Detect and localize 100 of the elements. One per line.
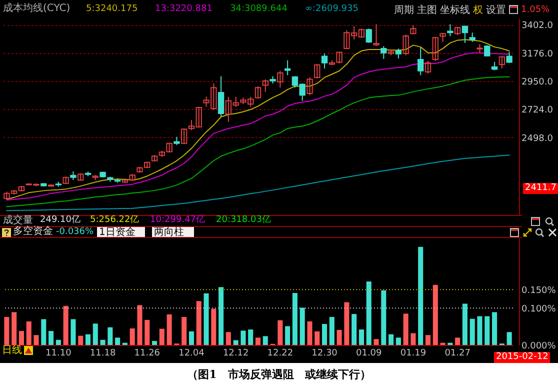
candlestick	[380, 46, 387, 60]
y-tick-label: 0.100%	[522, 304, 556, 315]
bar	[374, 339, 379, 345]
bar	[418, 246, 424, 345]
candlestick	[321, 53, 328, 69]
x-tick-label: 12.22	[267, 348, 294, 358]
bar	[108, 327, 113, 345]
text: 5:3240.175	[86, 4, 138, 14]
bar	[78, 336, 84, 345]
y-tick-label: 2724.0	[522, 106, 554, 116]
bar	[204, 293, 209, 345]
text: 设置	[486, 5, 506, 16]
candlestick	[366, 28, 372, 44]
bar	[240, 330, 246, 345]
candlestick	[432, 36, 438, 62]
bar	[70, 319, 76, 345]
bar	[255, 338, 261, 345]
dropdown-field: 两向柱	[152, 227, 194, 237]
bar	[152, 340, 158, 345]
bar	[196, 301, 202, 345]
bar	[314, 331, 320, 345]
bar	[34, 335, 39, 345]
candlestick	[506, 51, 512, 64]
bar	[41, 319, 46, 345]
x-tick-label: 12.04	[178, 348, 205, 358]
bar	[85, 334, 91, 345]
candlestick	[262, 78, 268, 92]
candlestick	[395, 48, 402, 60]
x-tick-label: 01.27	[444, 348, 470, 358]
candlestick	[314, 64, 320, 79]
bar	[396, 338, 401, 345]
bar	[336, 330, 342, 345]
bar	[100, 340, 106, 345]
candlestick	[254, 86, 262, 100]
bar	[12, 312, 17, 345]
bar	[300, 308, 305, 345]
bar	[329, 316, 334, 345]
text: 1.05%	[521, 5, 550, 16]
text: 249.10亿	[40, 215, 80, 226]
text: 34:3089.644	[230, 4, 288, 14]
bar	[381, 290, 386, 345]
bar	[358, 330, 364, 345]
x-tick-label: 11.26	[134, 348, 160, 358]
bar	[159, 328, 164, 345]
bar	[484, 316, 490, 345]
x-tick-label: 11.18	[90, 348, 116, 358]
text: 5:256.22亿	[90, 215, 140, 226]
candlestick	[469, 32, 476, 42]
candlestick	[484, 44, 490, 57]
candlestick	[277, 70, 284, 88]
y-tick-label: 3176.0	[522, 49, 554, 60]
candlestick	[462, 26, 468, 44]
bar	[403, 314, 408, 345]
x-tick-label: 01.09	[356, 348, 382, 358]
bar	[388, 334, 394, 345]
bar	[115, 338, 120, 345]
text: 成交量	[3, 215, 33, 226]
candlestick	[373, 24, 380, 46]
bar	[410, 333, 416, 345]
bar	[226, 332, 231, 345]
bar	[425, 335, 431, 345]
bar	[492, 312, 498, 345]
candlestick	[498, 56, 505, 69]
line-series	[6, 76, 510, 208]
bar	[218, 287, 224, 345]
bar	[506, 332, 512, 345]
text: 权	[473, 5, 483, 16]
y-tick-label: 2950.0	[522, 77, 554, 88]
text: 20:318.03亿	[216, 215, 271, 226]
x-tick-label: 11.10	[46, 348, 72, 358]
bar	[233, 340, 238, 345]
bar	[92, 324, 98, 345]
bar	[278, 320, 283, 345]
bar	[211, 308, 216, 345]
y-tick-label: 2498.0	[522, 134, 554, 144]
y-tick-label: 0.150%	[522, 286, 556, 296]
bar	[462, 304, 468, 345]
line-series	[6, 154, 510, 212]
x-tick-label: 12.30	[312, 348, 338, 358]
bar	[432, 284, 438, 345]
candlestick	[447, 24, 454, 37]
bar	[285, 326, 290, 345]
text: 坐标线	[440, 5, 470, 16]
bar	[455, 338, 460, 345]
bar	[18, 330, 24, 345]
candlestick	[424, 60, 432, 74]
bar	[366, 282, 372, 345]
bar	[352, 314, 357, 345]
candlestick	[418, 47, 424, 76]
bar	[144, 320, 150, 345]
bar	[322, 324, 328, 345]
candlestick	[402, 34, 409, 56]
bar	[477, 316, 482, 345]
y-tick-label: 0.000%	[522, 342, 556, 352]
bar	[307, 321, 312, 345]
bar	[292, 292, 298, 345]
candlestick	[306, 76, 313, 96]
text: -0.036%	[56, 227, 94, 238]
chart-title: 多空资金	[13, 226, 53, 237]
bar	[4, 316, 10, 345]
